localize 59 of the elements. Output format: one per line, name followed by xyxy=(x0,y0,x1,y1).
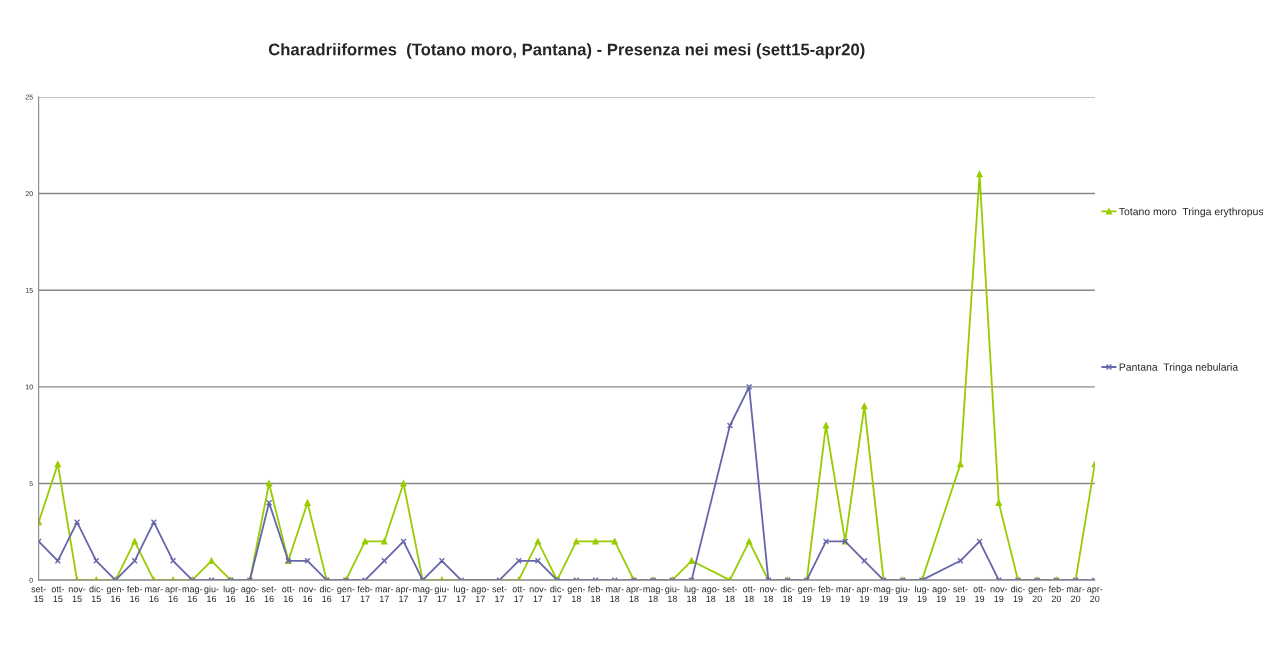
x-tick-label: ott-19 xyxy=(973,586,986,603)
x-tick-label: mag-17 xyxy=(413,587,433,602)
x-tick-label: giu-17 xyxy=(434,585,450,602)
x-tick-label: feb-20 xyxy=(1048,585,1064,603)
x-tick-label: apr-20 xyxy=(1087,587,1103,603)
x-tick-label: lug-16 xyxy=(223,585,238,603)
x-tick-label: lug-17 xyxy=(454,585,469,602)
x-tick-label: dic-15 xyxy=(89,585,104,603)
x-tick-label: ott-17 xyxy=(512,586,525,602)
x-tick-label: ago-18 xyxy=(702,587,720,603)
x-tick-label: giu-16 xyxy=(204,585,219,603)
x-tick-label: apr-18 xyxy=(626,587,642,603)
x-tick-label: ago-16 xyxy=(241,587,259,603)
x-tick-label: apr-19 xyxy=(856,587,872,603)
legend-label: Pantana Tringa nebularia xyxy=(1119,363,1239,373)
x-tick-label: apr-17 xyxy=(395,587,412,602)
x-tick-label: nov-18 xyxy=(760,587,777,603)
x-tick-label: feb-18 xyxy=(587,585,603,603)
legend-label: Totano moro Tringa erythropus xyxy=(1119,207,1264,218)
x-tick-label: apr-16 xyxy=(165,587,181,603)
x-tick-label: mar-16 xyxy=(145,587,163,603)
x-tick-label: feb-16 xyxy=(127,585,143,603)
x-tick-label: set-15 xyxy=(31,586,46,603)
x-tick-label: gen-17 xyxy=(337,587,355,602)
x-tick-label: feb-17 xyxy=(357,585,373,602)
x-tick-label: dic-17 xyxy=(550,585,564,602)
x-tick-label: dic-16 xyxy=(319,585,334,603)
x-tick-label: lug-18 xyxy=(684,585,699,603)
x-tick-label: gen-16 xyxy=(106,587,125,603)
x-tick-label: mar-18 xyxy=(606,587,624,603)
x-tick-label: feb-19 xyxy=(818,585,834,603)
x-tick-label: ott-18 xyxy=(743,586,756,603)
x-tick-label: set-17 xyxy=(492,586,507,602)
x-tick-label: gen-19 xyxy=(798,587,816,603)
x-tick-label: mar-19 xyxy=(836,587,855,603)
x-tick-label: gen-18 xyxy=(567,587,585,603)
x-tick-label: ago-19 xyxy=(932,587,950,603)
x-tick-label: giu-19 xyxy=(895,585,910,603)
x-tick-label: set-18 xyxy=(722,586,738,603)
x-tick-label: nov-16 xyxy=(299,587,316,603)
x-tick-label: ott-16 xyxy=(282,586,295,603)
x-tick-label: nov-15 xyxy=(68,587,86,603)
x-tick-label: set-16 xyxy=(261,586,277,603)
x-tick-label: dic-18 xyxy=(780,585,795,603)
x-tick-label: giu-18 xyxy=(665,585,680,603)
x-tick-label: ago-17 xyxy=(471,587,489,602)
x-tick-label: mar-17 xyxy=(375,587,394,602)
x-tick-label: mag-16 xyxy=(182,587,203,603)
chart-title: Charadriiformes (Totano moro, Pantana) - Presenza nei mesi (sett15-apr20) xyxy=(268,43,865,59)
x-tick-label: set-19 xyxy=(953,586,968,603)
x-tick-label: dic-19 xyxy=(1011,585,1025,603)
x-tick-label: mag-18 xyxy=(643,587,664,603)
x-tick-label: nov-17 xyxy=(529,587,547,602)
x-tick-label: nov-19 xyxy=(990,587,1008,603)
x-tick-label: ott-15 xyxy=(51,586,64,603)
x-tick-label: gen-20 xyxy=(1028,587,1046,603)
x-tick-label: mar-20 xyxy=(1066,587,1085,603)
x-tick-label: mag-19 xyxy=(873,587,894,603)
x-tick-label: lug-19 xyxy=(915,585,930,603)
